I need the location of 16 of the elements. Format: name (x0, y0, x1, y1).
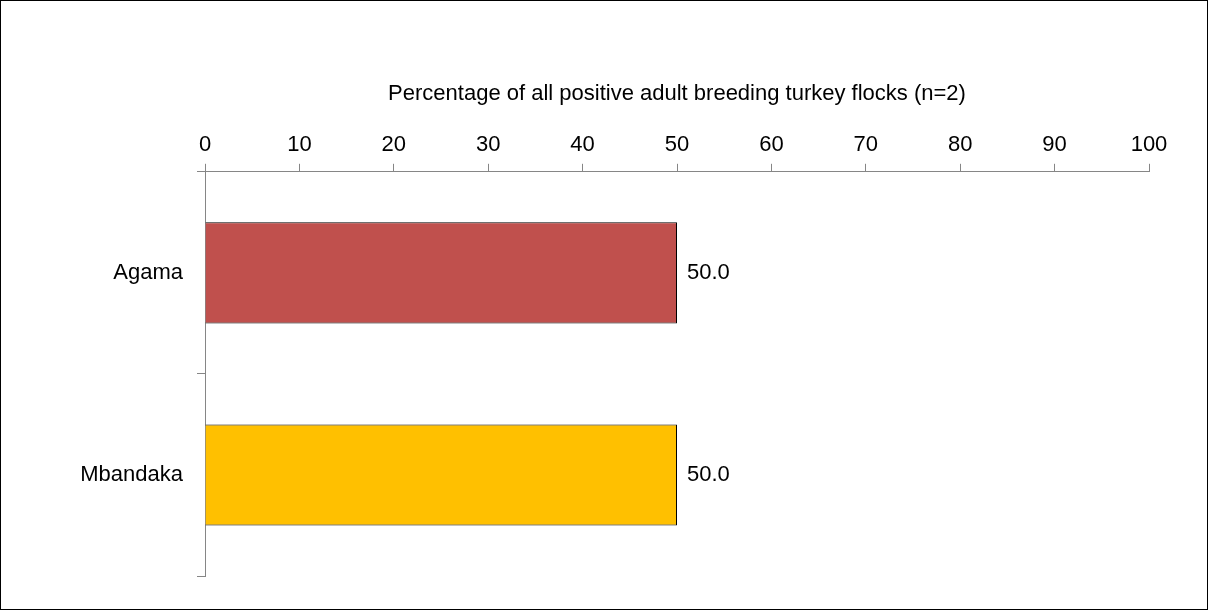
data-label: 50.0 (687, 461, 730, 487)
x-tick-label: 10 (287, 130, 312, 156)
x-tick-label: 60 (759, 130, 784, 156)
x-tick-label: 40 (570, 130, 595, 156)
x-axis-title: Percentage of all positive adult breeding turkey flocks (n=2) (388, 80, 966, 106)
y-tick-label: Mbandaka (80, 461, 184, 487)
x-tick-label: 50 (664, 130, 690, 156)
data-label: 50.0 (687, 258, 730, 284)
x-tick-label: 80 (947, 130, 973, 156)
x-tick-label: 0 (198, 130, 212, 156)
x-tick-label: 30 (475, 130, 501, 156)
x-tick-label: 90 (1042, 130, 1067, 156)
x-tick-label: 70 (853, 130, 879, 156)
x-tick-label: 100 (1130, 130, 1168, 156)
x-tick-label: 20 (381, 130, 407, 156)
y-tick-label: Agama (113, 258, 184, 284)
